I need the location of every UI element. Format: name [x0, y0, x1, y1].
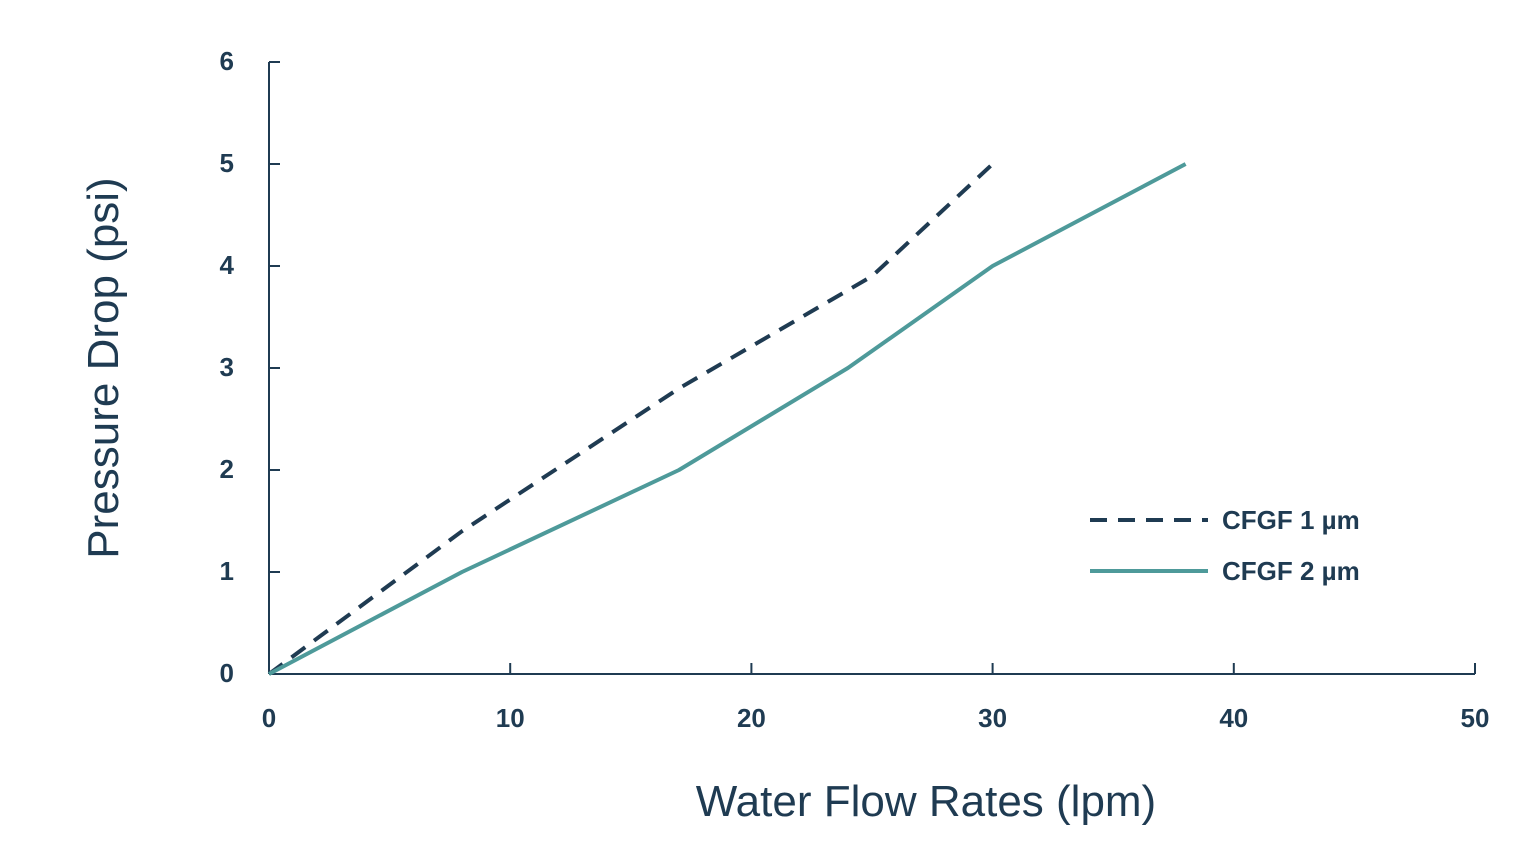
series-lines: [267, 162, 1187, 676]
y-tick-label: 5: [220, 148, 234, 178]
y-tick-label: 2: [220, 454, 234, 484]
series-line-1: [267, 162, 994, 676]
legend-label-1: CFGF 1 µm: [1222, 505, 1360, 535]
y-tick-label: 4: [220, 250, 235, 280]
x-tick-label: 10: [496, 703, 525, 733]
x-axis-title: Water Flow Rates (lpm): [696, 777, 1156, 826]
legend-label-2: CFGF 2 µm: [1222, 556, 1360, 586]
y-tick-label: 1: [220, 556, 234, 586]
x-tick-label: 0: [262, 703, 276, 733]
x-tick-label: 40: [1219, 703, 1248, 733]
y-tick-label: 6: [220, 46, 234, 76]
x-tick-label: 50: [1461, 703, 1490, 733]
x-tick-label: 30: [978, 703, 1007, 733]
legend: CFGF 1 µm CFGF 2 µm: [1090, 505, 1360, 586]
y-tick-label: 3: [220, 352, 234, 382]
x-tick-label: 20: [737, 703, 766, 733]
y-tick-label: 0: [220, 658, 234, 688]
series-line-2: [268, 162, 1187, 676]
tick-marks: 0 1 2 3 4 5 6 0 10 20 30 40 50: [220, 46, 1490, 733]
y-axis-title: Pressure Drop (psi): [79, 177, 128, 558]
